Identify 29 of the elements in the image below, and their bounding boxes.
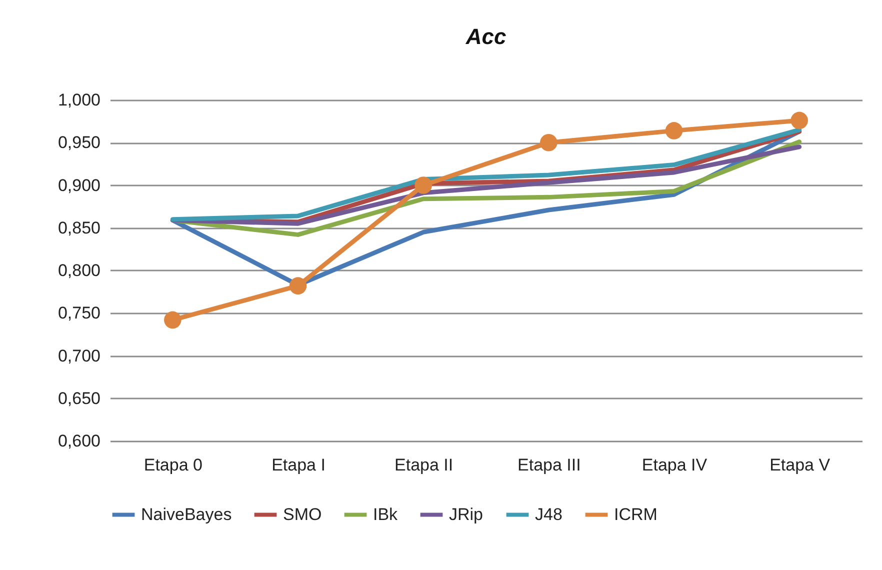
y-tick-label: 0,750 (58, 304, 100, 323)
y-tick-label: 0,850 (58, 218, 100, 238)
y-tick-label: 0,950 (58, 133, 100, 152)
y-tick-label: 0,900 (58, 176, 100, 195)
point (414, 176, 432, 194)
legend-label: J48 (535, 504, 562, 524)
line-series (170, 144, 802, 226)
y-tick-label: 0,800 (58, 261, 100, 280)
x-tick-label: Etapa II (394, 456, 454, 474)
x-tick-label: Etapa III (518, 456, 581, 474)
point (164, 311, 182, 329)
point (790, 112, 808, 130)
chart-title: Acc (464, 24, 506, 49)
y-tick-label: 0,600 (58, 432, 100, 450)
point (540, 134, 558, 152)
x-tick-label: Etapa I (272, 456, 326, 474)
point (665, 122, 683, 140)
y-tick-label: 0,700 (58, 346, 100, 366)
x-tick-label: Etapa V (770, 456, 831, 474)
legend-label: IBk (373, 504, 398, 524)
x-tick-label: Etapa 0 (144, 456, 202, 474)
legend-label: JRip (449, 504, 484, 524)
legend-label: SMO (283, 504, 322, 524)
y-tick-label: 1,000 (58, 90, 100, 110)
legend-label: ICRM (614, 504, 658, 524)
legend-label: NaiveBayes (141, 504, 232, 524)
point (289, 277, 307, 294)
x-tick-label: Etapa IV (642, 456, 708, 474)
y-tick-label: 0,650 (58, 388, 100, 408)
